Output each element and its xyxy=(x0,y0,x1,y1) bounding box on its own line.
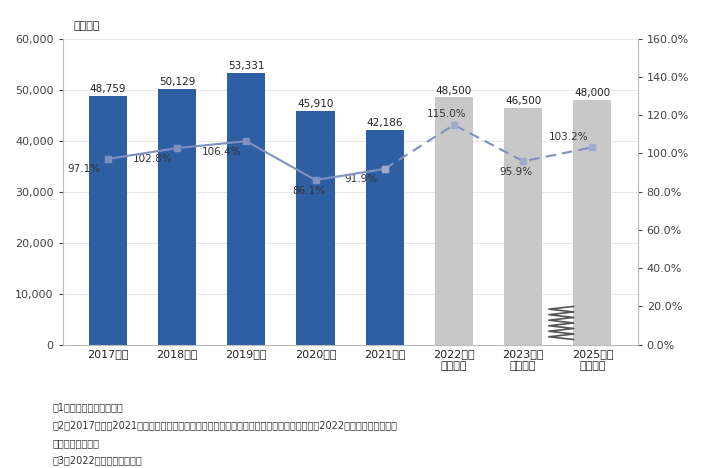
Bar xyxy=(435,97,473,344)
Text: 研究所予測値: 研究所予測値 xyxy=(53,438,100,448)
Text: 50,129: 50,129 xyxy=(159,78,195,88)
Text: 86.1%: 86.1% xyxy=(292,185,325,196)
Text: 115.0%: 115.0% xyxy=(427,109,467,119)
Bar xyxy=(227,73,265,344)
Bar xyxy=(89,96,127,344)
Text: 45,910: 45,910 xyxy=(297,99,334,109)
Text: 注1．リース取扱高ベース: 注1．リース取扱高ベース xyxy=(53,402,123,412)
Text: 53,331: 53,331 xyxy=(228,61,265,71)
Bar xyxy=(365,130,404,344)
Text: 注2．2017年度〜2021年度実績値は公益社団法人リース事業協会「リース統計」より引用、2022年度以降は矢野経済: 注2．2017年度〜2021年度実績値は公益社団法人リース事業協会「リース統計」… xyxy=(53,420,398,430)
Text: 46,500: 46,500 xyxy=(505,96,541,106)
Text: 注3．2022年度以降は予測値: 注3．2022年度以降は予測値 xyxy=(53,456,142,466)
Bar xyxy=(573,100,612,344)
Text: 48,000: 48,000 xyxy=(574,88,610,98)
Text: 97.1%: 97.1% xyxy=(67,164,100,175)
Bar xyxy=(158,89,196,344)
Text: 48,759: 48,759 xyxy=(89,85,126,95)
Bar xyxy=(296,110,334,344)
Bar xyxy=(504,108,542,344)
Text: 103.2%: 103.2% xyxy=(548,132,588,142)
Text: 42,186: 42,186 xyxy=(367,118,403,128)
Text: 48,500: 48,500 xyxy=(436,86,472,96)
Text: 95.9%: 95.9% xyxy=(500,167,533,177)
Text: 106.4%: 106.4% xyxy=(202,146,242,157)
Text: 102.8%: 102.8% xyxy=(133,154,172,164)
Text: （億円）: （億円） xyxy=(73,21,100,31)
Text: 91.9%: 91.9% xyxy=(344,175,377,184)
